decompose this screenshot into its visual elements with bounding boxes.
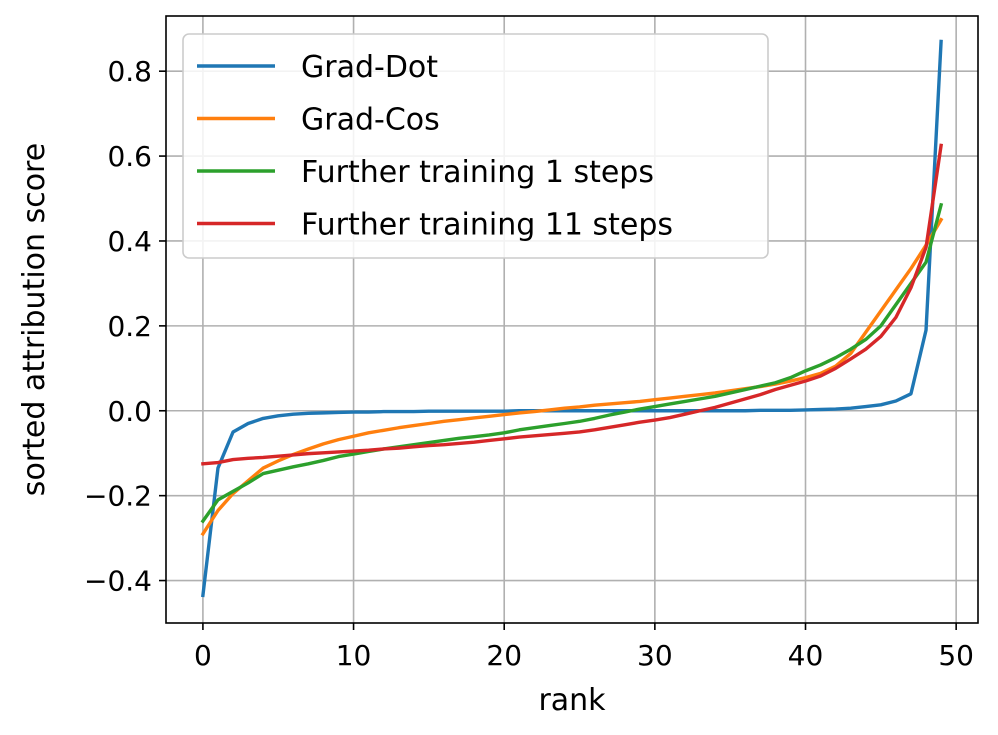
legend-entry-label: Grad-Cos — [301, 103, 440, 138]
x-axis-ticks: 0 10 20 30 40 50 — [194, 623, 974, 672]
x-tick-label: 30 — [637, 639, 673, 672]
series-line-4 — [201, 143, 944, 466]
legend-entry-label: Further training 1 steps — [301, 155, 654, 190]
y-tick-label: −0.4 — [84, 565, 152, 598]
legend-entry-label: Grad-Dot — [301, 50, 438, 85]
legend-entry-label: Further training 11 steps — [301, 208, 673, 243]
x-axis-label: rank — [538, 683, 606, 718]
x-tick-label: 20 — [486, 639, 522, 672]
plot-frame — [165, 15, 979, 624]
legend: Grad-Dot Grad-Cos Further training 1 steps… — [182, 33, 769, 259]
y-tick-label: 0.8 — [107, 55, 152, 88]
y-tick-label: −0.2 — [84, 480, 152, 513]
y-axis-label: sorted attribution score — [17, 143, 52, 496]
x-tick-label: 40 — [788, 639, 824, 672]
series-line-3 — [200, 202, 944, 524]
y-axis-ticks: −0.4 −0.2 0.0 0.2 0.4 0.6 0.8 — [84, 55, 166, 598]
x-tick-label: 10 — [336, 639, 372, 672]
x-tick-label: 50 — [938, 639, 974, 672]
y-tick-label: 0.0 — [107, 395, 152, 428]
y-tick-label: 0.6 — [107, 140, 152, 173]
y-tick-label: 0.4 — [107, 225, 152, 258]
x-tick-label: 0 — [194, 639, 212, 672]
series-line-1 — [201, 39, 943, 598]
series-line-2 — [200, 217, 944, 537]
y-tick-label: 0.2 — [107, 310, 152, 343]
series-lines — [200, 39, 944, 598]
legend-box — [182, 33, 769, 259]
